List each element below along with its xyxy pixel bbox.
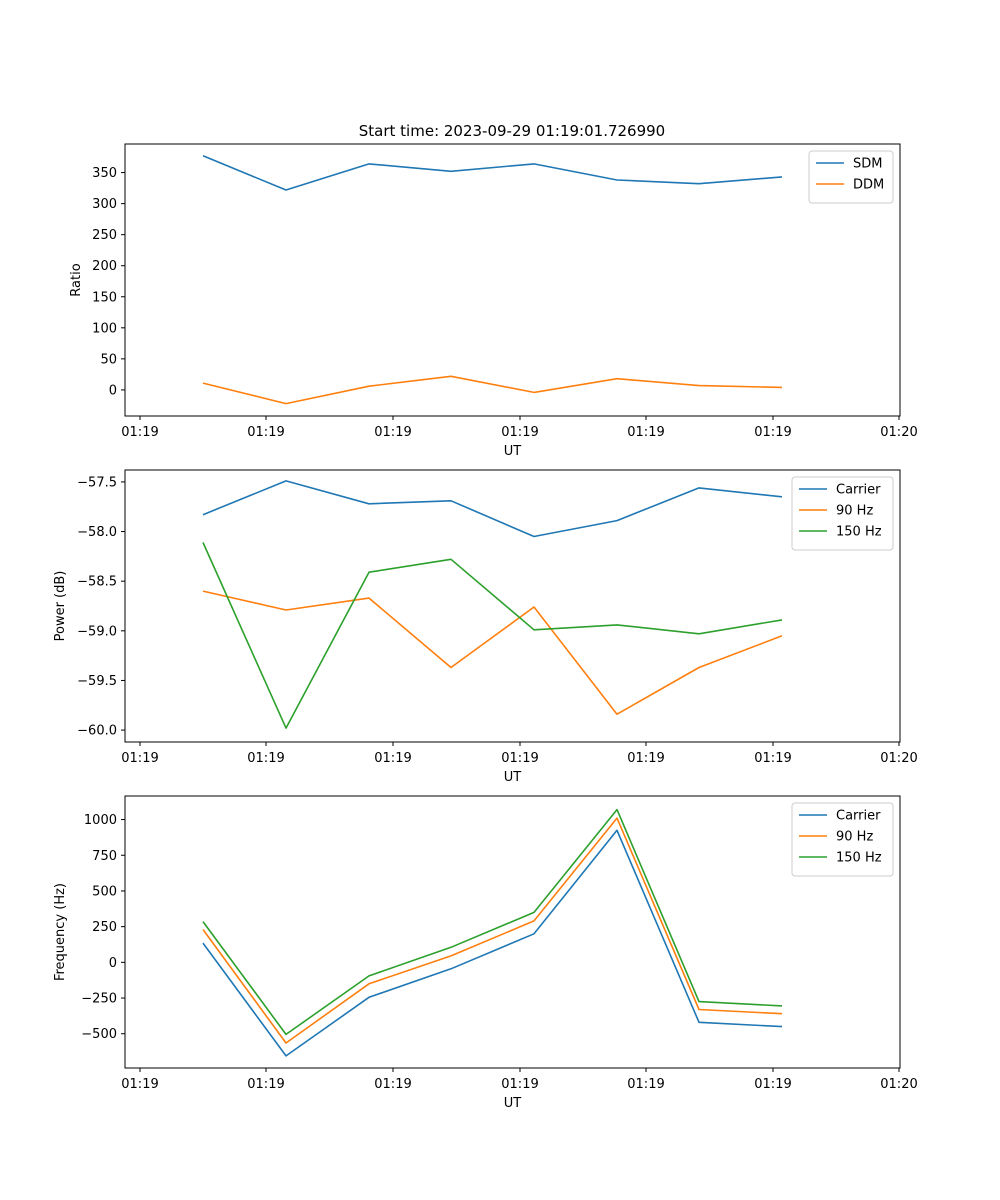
legend-label-90-hz: 90 Hz — [836, 830, 873, 845]
axes-frame — [124, 143, 901, 417]
y-tick-label: 250 — [92, 920, 117, 935]
x-tick-label: 01:19 — [627, 425, 664, 440]
y-axis-label: Power (dB) — [53, 571, 68, 642]
figure-title: Start time: 2023-09-29 01:19:01.726990 — [359, 122, 665, 140]
x-tick-label: 01:19 — [374, 425, 411, 440]
x-tick-label: 01:19 — [754, 1077, 791, 1092]
legend-label-sdm: SDM — [853, 157, 882, 172]
y-tick-label: −59.5 — [77, 674, 117, 689]
x-tick-label: 01:19 — [374, 1077, 411, 1092]
x-tick-label: 01:19 — [501, 1077, 538, 1092]
y-axis-label: Frequency (Hz) — [53, 883, 68, 981]
y-tick-label: −59.0 — [77, 624, 117, 639]
x-tick-label: 01:20 — [880, 425, 917, 440]
y-tick-label: −250 — [81, 992, 117, 1007]
y-tick-label: −60.0 — [77, 724, 117, 739]
y-tick-label: 200 — [92, 259, 117, 274]
x-tick-label: 01:19 — [754, 425, 791, 440]
x-tick-label: 01:19 — [374, 751, 411, 766]
y-tick-label: 50 — [100, 352, 117, 367]
chart-panel-1: 01:19 01:19 01:19 01:19 01:19 01:19 01:20 0 50 10… — [69, 143, 918, 459]
x-tick-label: 01:19 — [501, 751, 538, 766]
y-tick-label: −57.5 — [77, 475, 117, 490]
axes-frame — [124, 469, 901, 743]
y-tick-label: 0 — [109, 956, 117, 971]
series-line-carrier — [202, 480, 783, 538]
y-tick-label: 750 — [92, 849, 117, 864]
series-line-sdm — [202, 155, 783, 191]
series-line-150-hz — [202, 808, 783, 1036]
y-tick-label: −58.5 — [77, 575, 117, 590]
x-tick-label: 01:19 — [121, 751, 158, 766]
legend-label-ddm: DDM — [853, 178, 884, 193]
legend-label-carrier: Carrier — [836, 809, 881, 824]
legend-box — [808, 150, 894, 204]
y-tick-label: −58.0 — [77, 525, 117, 540]
y-tick-label: −500 — [81, 1027, 117, 1042]
y-tick-label: 300 — [92, 197, 117, 212]
x-tick-label: 01:19 — [627, 751, 664, 766]
y-tick-label: 150 — [92, 290, 117, 305]
series-line-carrier — [202, 829, 783, 1057]
series-line-150-hz — [202, 542, 783, 729]
y-tick-label: 1000 — [84, 813, 117, 828]
chart-panel-2: 01:19 01:19 01:19 01:19 01:19 01:19 01:20 −60.0… — [53, 469, 918, 785]
x-axis-label: UT — [504, 444, 522, 459]
legend-label-carrier: Carrier — [836, 483, 881, 498]
y-tick-label: 0 — [109, 383, 117, 398]
chart-panel-3: 01:19 01:19 01:19 01:19 01:19 01:19 01:20 −500 −… — [53, 795, 918, 1111]
y-tick-label: 350 — [92, 166, 117, 181]
legend-label-150-hz: 150 Hz — [836, 525, 882, 540]
x-tick-label: 01:19 — [121, 425, 158, 440]
x-tick-label: 01:19 — [247, 1077, 284, 1092]
x-tick-label: 01:19 — [247, 425, 284, 440]
y-tick-label: 500 — [92, 884, 117, 899]
series-line-90-hz — [202, 817, 783, 1044]
y-axis-label: Ratio — [69, 263, 84, 296]
y-tick-label: 250 — [92, 228, 117, 243]
x-axis-label: UT — [504, 770, 522, 785]
x-axis-label: UT — [504, 1096, 522, 1111]
x-tick-label: 01:20 — [880, 751, 917, 766]
x-tick-label: 01:20 — [880, 1077, 917, 1092]
y-tick-label: 100 — [92, 321, 117, 336]
series-line-90-hz — [202, 590, 783, 716]
legend-label-90-hz: 90 Hz — [836, 504, 873, 519]
x-tick-label: 01:19 — [627, 1077, 664, 1092]
legend-label-150-hz: 150 Hz — [836, 851, 882, 866]
x-tick-label: 01:19 — [501, 425, 538, 440]
x-tick-label: 01:19 — [121, 1077, 158, 1092]
x-tick-label: 01:19 — [754, 751, 791, 766]
series-line-ddm — [202, 375, 783, 405]
x-tick-label: 01:19 — [247, 751, 284, 766]
axes-frame — [124, 795, 901, 1069]
